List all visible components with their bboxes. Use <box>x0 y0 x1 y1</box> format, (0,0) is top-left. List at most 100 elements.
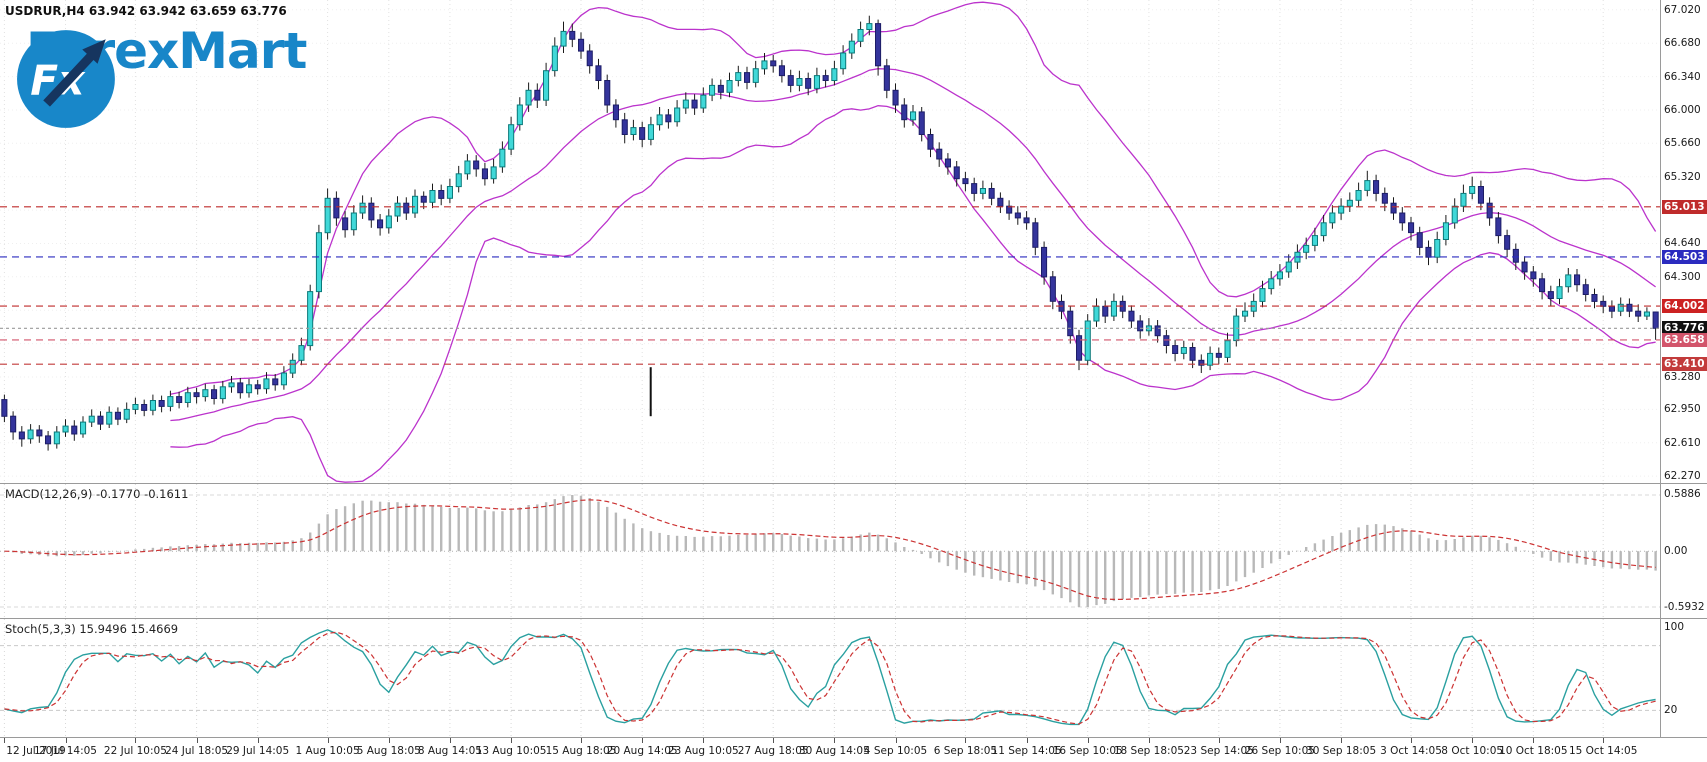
time-axis-label: 22 Jul 10:05 <box>103 745 167 757</box>
candle-bull <box>1329 212 1336 224</box>
candle-bull <box>1565 274 1572 288</box>
time-tick <box>965 738 967 743</box>
price-axis-label: 62.270 <box>1664 470 1701 483</box>
candle-bull <box>1469 186 1476 194</box>
macd-axis-label: 0.5886 <box>1664 488 1701 500</box>
candle-bear <box>10 415 17 433</box>
candle-bull <box>1303 244 1310 253</box>
candle-bull <box>106 411 113 425</box>
macd-axis-label: 0.00 <box>1664 545 1688 558</box>
candle-bull <box>647 124 655 140</box>
candle-bear <box>953 166 960 180</box>
candle-bear <box>1154 325 1161 337</box>
time-axis-label: 26 Sep 10:05 <box>1244 745 1315 757</box>
candle-bull <box>53 431 60 445</box>
time-axis-label: 5 Aug 18:05 <box>356 745 421 757</box>
candle-bear <box>1215 352 1222 358</box>
time-tick <box>1533 738 1535 743</box>
time-tick <box>1472 738 1474 743</box>
candle-bull <box>1617 303 1624 312</box>
stochastic-indicator-panel[interactable]: 100 20 Stoch(5,3,3) 15.9496 15.4669 <box>0 619 1707 738</box>
candle-bear <box>1582 284 1589 296</box>
candle-bull <box>1556 286 1563 300</box>
time-axis-label: 30 Sep 18:05 <box>1306 745 1377 757</box>
candle-bear <box>612 104 620 121</box>
candle-bear <box>1076 335 1083 361</box>
candle-bear <box>1539 278 1546 293</box>
time-tick <box>65 738 67 743</box>
candle-bull <box>796 78 803 86</box>
candle-bear <box>1408 222 1415 234</box>
macd-axis[interactable]: 0.5886 0.00 -0.5932 <box>1660 484 1707 618</box>
candle-bear <box>36 429 43 437</box>
candle-bull <box>1442 222 1450 241</box>
candle-bear <box>1626 303 1633 312</box>
time-axis[interactable]: 12 Jul 2019 17 Jul 14:05 22 Jul 10:05 24 Ju… <box>0 738 1707 762</box>
candle-bear <box>1049 276 1056 302</box>
candle-bull <box>324 197 331 234</box>
price-axis[interactable]: 67.02066.68066.34066.00065.66065.32064.9… <box>1660 0 1707 483</box>
candle-bull <box>359 202 366 214</box>
stochastic-axis[interactable]: 100 20 <box>1660 619 1707 737</box>
candle-bear <box>1023 217 1030 224</box>
candle-bear <box>997 197 1004 207</box>
time-tick <box>1603 738 1605 743</box>
candle-bull <box>1320 222 1327 237</box>
stoch-axis-label: 100 <box>1664 621 1685 633</box>
candle-bull <box>857 29 864 42</box>
candle-bear <box>1512 248 1519 263</box>
stoch-axis-label: 20 <box>1664 704 1678 717</box>
candle-bull <box>813 75 821 89</box>
price-chart-panel[interactable]: 67.02066.68066.34066.00065.66065.32064.9… <box>0 0 1707 484</box>
time-axis-label: 27 Aug 18:05 <box>737 745 809 757</box>
candle-bear <box>691 99 698 109</box>
candle-bear <box>176 396 183 404</box>
candle-bull <box>1110 300 1118 317</box>
price-axis-label: 66.000 <box>1664 103 1701 116</box>
candle-bear <box>1102 305 1109 317</box>
candle-bull <box>132 404 139 410</box>
price-tag: 63.776 <box>1662 321 1707 336</box>
candle-bear <box>1416 232 1423 248</box>
candle-bull <box>866 23 873 31</box>
macd-canvas[interactable] <box>0 484 1660 618</box>
time-tick <box>4 738 6 743</box>
stochastic-canvas[interactable] <box>0 619 1660 737</box>
candle-bear <box>342 217 349 231</box>
candle-bear <box>420 195 427 203</box>
candle-bear <box>883 65 890 91</box>
candle-bull <box>1084 320 1091 361</box>
candle-bull <box>219 386 226 400</box>
candle-bull <box>1207 352 1214 366</box>
candle-bull <box>298 345 305 361</box>
time-tick <box>388 738 390 743</box>
time-axis-label: 12 Jul 2019 <box>6 745 66 757</box>
time-axis-label: 17 Jul 14:05 <box>34 745 97 757</box>
candle-bear <box>1014 212 1021 219</box>
candle-bull <box>123 408 130 420</box>
macd-indicator-label: MACD(12,26,9) -0.1770 -0.1611 <box>5 487 189 501</box>
forexmart-logo-icon: Fx <box>17 30 115 128</box>
price-tag: 63.410 <box>1662 357 1707 372</box>
macd-indicator-panel[interactable]: 0.5886 0.00 -0.5932 MACD(12,26,9) -0.1770 … <box>0 484 1707 619</box>
logo-arrow-head-icon <box>82 39 106 64</box>
candle-bull <box>1268 278 1275 290</box>
candle-bear <box>1591 294 1598 302</box>
candle-bear <box>237 382 244 394</box>
candle-bull <box>656 114 663 126</box>
candle-bull <box>307 291 314 347</box>
candle-bull <box>1434 239 1441 258</box>
time-axis-label: 23 Sep 14:05 <box>1183 745 1254 757</box>
candle-bull <box>848 40 855 54</box>
price-chart-canvas[interactable] <box>0 0 1660 483</box>
candle-bear <box>1521 261 1528 273</box>
candle-bull <box>88 415 95 423</box>
candle-bear <box>377 219 384 229</box>
time-axis-label: 13 Aug 10:05 <box>475 745 547 757</box>
time-axis-label: 16 Sep 10:05 <box>1052 745 1123 757</box>
time-axis-label: 29 Jul 14:05 <box>226 745 290 757</box>
candle-bull <box>1311 235 1319 246</box>
candle-bear <box>473 160 480 170</box>
candle-bear <box>1504 235 1511 250</box>
